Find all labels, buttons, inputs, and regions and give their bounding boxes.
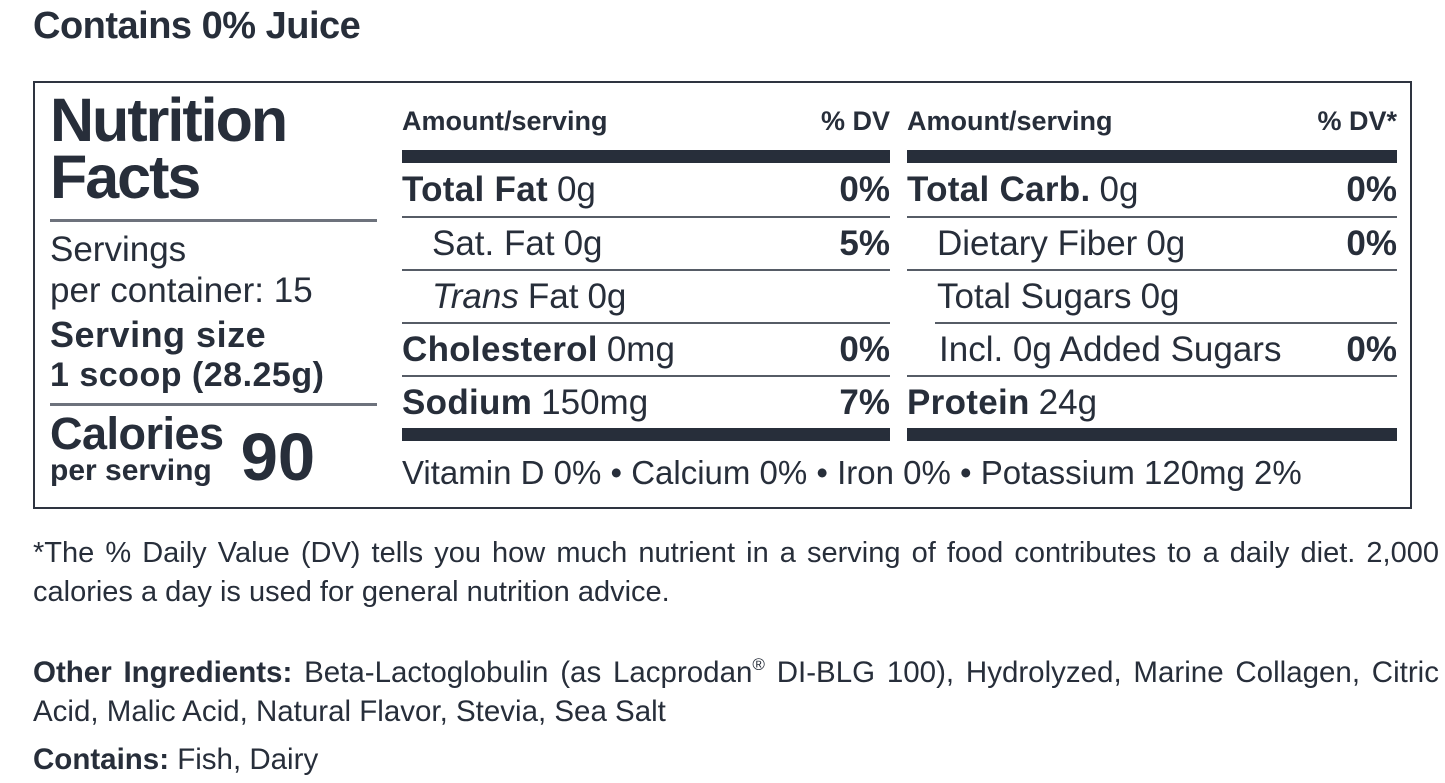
nutrient-amount: 0g (587, 276, 627, 316)
row-total-fat: Total Fat 0g 0% (402, 163, 890, 216)
calories-per-serving-label: per serving (50, 454, 212, 487)
other-ingredients: Other Ingredients: Beta-Lactoglobulin (a… (33, 645, 1439, 731)
allergen-label: Contains: (33, 743, 170, 776)
nutrient-amount: 0g (556, 169, 596, 209)
nutrient-name: Sat. Fat (432, 223, 555, 263)
ingredients-text-2: DI-BLG 100), Hydrolyzed, Marine Collagen… (33, 656, 1439, 728)
nutrient-amount: 24g (1038, 382, 1098, 422)
nutrient-name-italic: Trans (432, 276, 519, 316)
nutrient-amount: 150mg (541, 382, 649, 422)
nutrient-name: Incl. 0g Added Sugars (939, 329, 1282, 369)
nutrient-name: Fat (527, 276, 579, 316)
nutrient-dv: 0% (839, 329, 890, 369)
nutrient-dv: 7% (839, 382, 890, 422)
nutrient-name: Dietary Fiber (937, 223, 1138, 263)
nutrient-name: Total Fat (402, 169, 548, 209)
row-total-carb: Total Carb. 0g 0% (907, 163, 1397, 216)
nutrient-name: Cholesterol (402, 329, 598, 369)
thick-divider-bar (402, 150, 890, 163)
serving-size-value: 1 scoop (28.25g) (50, 356, 325, 394)
ingredients-text-1: Beta-Lactoglobulin (as Lacprodan (292, 656, 753, 689)
allergen-text: Fish, Dairy (169, 743, 319, 776)
nutrition-facts-panel: Nutrition Facts Servings per container: … (33, 81, 1412, 509)
nutrient-dv: 0% (1346, 169, 1397, 209)
nutrient-name: Sodium (402, 382, 533, 422)
nutrient-amount: 0mg (606, 329, 675, 369)
nutrient-name: Total Carb. (907, 169, 1091, 209)
nutrient-amount: 0g (1099, 169, 1139, 209)
panel-title-line1: Nutrition (50, 86, 288, 154)
row-protein: Protein 24g (907, 375, 1397, 428)
thick-divider-bar (907, 428, 1397, 441)
row-sodium: Sodium 150mg 7% (402, 375, 890, 428)
thick-divider-bar (402, 428, 890, 441)
row-dietary-fiber: Dietary Fiber 0g 0% (907, 216, 1397, 269)
other-ingredients-label: Other Ingredients: (33, 656, 293, 689)
calories-block: Calories per serving 90 (50, 408, 377, 495)
juice-claim-title: Contains 0% Juice (33, 5, 361, 47)
row-added-sugars: Incl. 0g Added Sugars 0% (935, 322, 1397, 375)
servings-per-container: Servings per container: 15 (50, 229, 377, 311)
calories-label: Calories (50, 408, 224, 459)
row-cholesterol: Cholesterol 0mg 0% (402, 322, 890, 375)
amount-per-serving-header: Amount/serving (402, 106, 608, 136)
column-header: Amount/serving % DV* (907, 83, 1397, 150)
thick-divider-bar (907, 150, 1397, 163)
amount-per-serving-header: Amount/serving (907, 106, 1113, 136)
servings-line2: per container: 15 (50, 271, 313, 310)
panel-title: Nutrition Facts (50, 86, 377, 222)
serving-size-label: Serving size (50, 314, 267, 355)
nutrient-dv: 0% (1346, 223, 1397, 263)
panel-right-column: Amount/serving % DV* Total Carb. 0g 0% Di… (907, 83, 1397, 441)
calories-divider (50, 403, 377, 406)
percent-dv-header: % DV (820, 106, 890, 136)
panel-title-line2: Facts (50, 143, 201, 211)
calories-value: 90 (240, 420, 316, 495)
micronutrients-line: Vitamin D 0% • Calcium 0% • Iron 0% • Po… (402, 454, 1302, 491)
nutrient-amount: 0g (1140, 276, 1180, 316)
allergen-statement: Contains: Fish, Dairy (33, 743, 318, 777)
panel-left-column: Nutrition Facts Servings per container: … (50, 83, 377, 495)
daily-value-footnote: *The % Daily Value (DV) tells you how mu… (33, 537, 1439, 608)
nutrient-dv: 5% (839, 223, 890, 263)
row-trans-fat: Trans Fat 0g (402, 269, 890, 322)
registered-trademark-mark: ® (752, 655, 765, 674)
row-sat-fat: Sat. Fat 0g 5% (402, 216, 890, 269)
nutrient-dv: 0% (839, 169, 890, 209)
nutrient-name: Total Sugars (937, 276, 1132, 316)
nutrient-name: Protein (907, 382, 1030, 422)
nutrient-dv: 0% (1346, 329, 1397, 369)
calories-labels: Calories per serving (50, 408, 224, 487)
column-header: Amount/serving % DV (402, 83, 890, 150)
row-total-sugars: Total Sugars 0g (907, 269, 1397, 322)
panel-middle-column: Amount/serving % DV Total Fat 0g 0% Sat. … (402, 83, 890, 441)
percent-dv-header: % DV* (1317, 106, 1397, 136)
servings-line1: Servings (50, 230, 187, 269)
nutrient-amount: 0g (1146, 223, 1186, 263)
nutrient-amount: 0g (563, 223, 603, 263)
